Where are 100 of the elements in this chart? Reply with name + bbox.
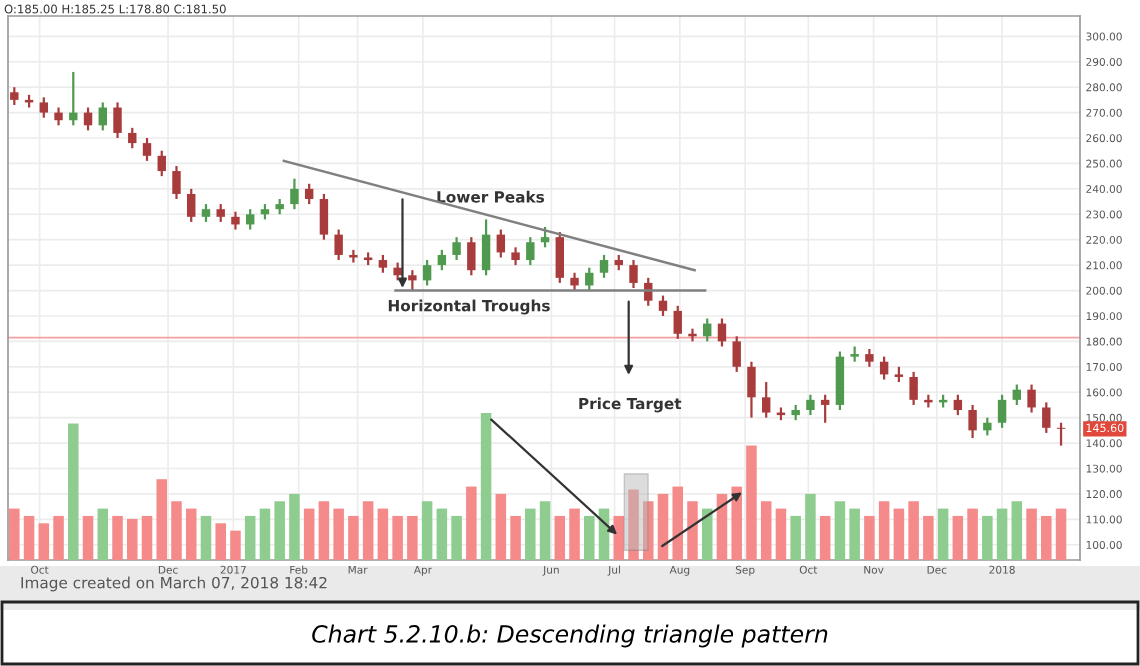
candlestick <box>673 304 682 340</box>
candlestick <box>953 393 963 417</box>
bar <box>672 486 683 560</box>
bar <box>1026 508 1037 560</box>
bar <box>893 508 905 560</box>
candlestick <box>1042 401 1051 435</box>
candlestick <box>658 294 668 318</box>
bar <box>510 515 521 560</box>
bar <box>937 508 949 560</box>
candlestick <box>304 182 314 206</box>
bar <box>1055 508 1067 560</box>
bar <box>171 501 182 560</box>
bar <box>348 515 359 560</box>
candlestick <box>437 248 447 272</box>
candlestick <box>69 70 78 127</box>
candlestick <box>761 380 771 419</box>
bar <box>156 479 168 560</box>
bar <box>303 508 315 560</box>
bar <box>775 508 787 560</box>
candlestick <box>1012 383 1022 407</box>
bar <box>377 508 389 560</box>
bar <box>834 501 846 560</box>
bar <box>244 515 256 560</box>
bar <box>451 515 462 560</box>
bar <box>982 515 993 560</box>
bar <box>731 486 742 560</box>
bar <box>908 501 919 560</box>
bar <box>746 445 757 560</box>
candlestick <box>113 101 122 140</box>
candlestick <box>142 136 152 163</box>
bar <box>215 523 226 560</box>
bar <box>126 518 138 560</box>
bar <box>407 515 418 560</box>
candlestick <box>290 177 299 211</box>
bar <box>333 508 344 560</box>
candlestick <box>820 393 830 424</box>
candlestick <box>467 236 476 277</box>
bar <box>9 508 20 560</box>
candlestick <box>172 164 181 201</box>
bar <box>185 508 197 560</box>
bar <box>864 515 875 560</box>
bar <box>1011 501 1023 560</box>
bar <box>495 493 507 560</box>
candlestick <box>526 236 535 267</box>
candlestick <box>452 236 461 262</box>
bar <box>952 515 964 560</box>
candlestick <box>245 208 255 231</box>
bar <box>584 515 595 560</box>
candlestick <box>717 317 727 348</box>
candlestick <box>629 258 638 290</box>
bar <box>141 515 153 560</box>
candlestick <box>481 218 491 277</box>
bar <box>362 501 374 560</box>
candlestick <box>422 258 432 287</box>
candlestick <box>968 403 977 440</box>
bar <box>200 515 212 560</box>
bar <box>421 501 433 560</box>
bar <box>38 523 50 560</box>
bar <box>687 501 698 560</box>
bar <box>274 501 285 560</box>
candlestick <box>128 126 137 150</box>
candlestick <box>319 192 329 241</box>
bar <box>230 530 241 560</box>
bar <box>760 501 772 560</box>
candlestick <box>157 149 166 178</box>
bar <box>613 515 625 560</box>
candlestick <box>1027 383 1036 414</box>
bar <box>436 508 448 560</box>
bar <box>97 508 109 560</box>
candlestick <box>540 225 550 249</box>
bar <box>790 515 801 560</box>
candlestick <box>334 228 343 262</box>
candlestick <box>585 266 594 292</box>
candlestick <box>747 360 756 419</box>
bar <box>996 508 1008 560</box>
candlestick <box>703 317 712 343</box>
bar <box>923 515 934 560</box>
bar <box>480 413 492 560</box>
bar <box>392 515 403 560</box>
bar <box>82 515 94 560</box>
candlestick <box>997 393 1007 429</box>
bar <box>1041 515 1052 560</box>
bar <box>554 515 566 560</box>
candlestick <box>879 355 889 381</box>
bar <box>525 508 536 560</box>
bar <box>967 508 978 560</box>
candlestick <box>39 96 49 119</box>
bar <box>289 493 300 560</box>
bar <box>318 501 330 560</box>
bar <box>805 493 816 560</box>
candlestick <box>83 106 93 132</box>
text: Chart 5.2.10.b: Descending triangle pattern <box>312 624 828 648</box>
candlestick <box>496 228 506 259</box>
candlestick <box>806 393 815 417</box>
candlestick <box>98 101 107 132</box>
bar <box>259 508 271 560</box>
bar <box>716 493 728 560</box>
bar <box>657 493 669 560</box>
candlestick <box>555 230 565 285</box>
bar <box>53 515 64 560</box>
